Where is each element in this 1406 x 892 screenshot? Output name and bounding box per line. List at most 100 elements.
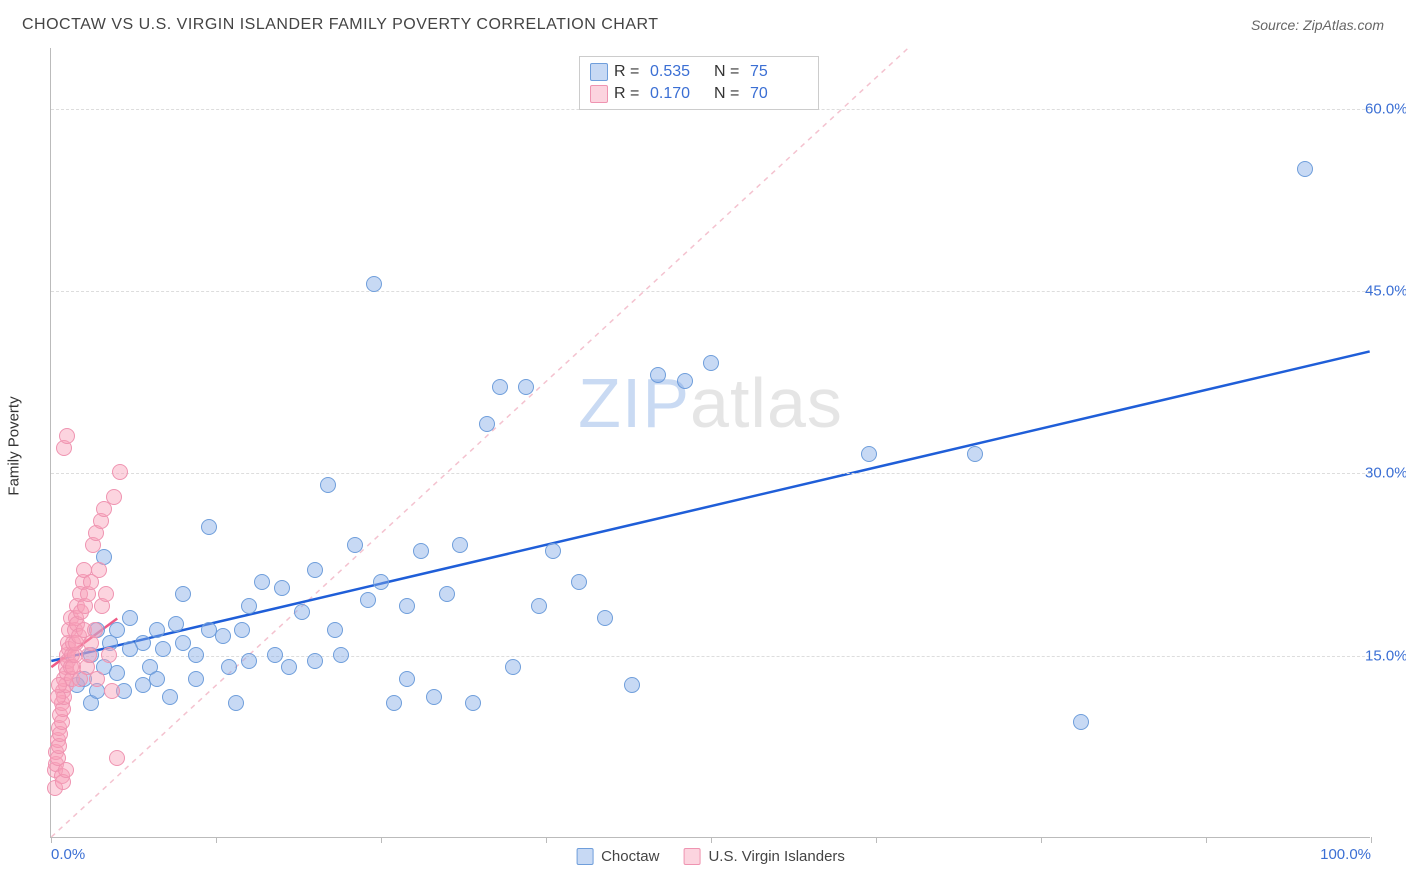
data-point [327,622,343,638]
data-point [175,635,191,651]
data-point [109,622,125,638]
data-point [366,276,382,292]
data-point [505,659,521,675]
data-point [241,653,257,669]
data-point [221,659,237,675]
stats-legend-row: R =0.170N =70 [590,83,808,105]
data-point [531,598,547,614]
y-axis-label: Family Poverty [6,396,23,495]
data-point [228,695,244,711]
x-tick [51,837,52,843]
data-point [109,750,125,766]
data-point [333,647,349,663]
data-point [545,543,561,559]
y-tick-label: 60.0% [1365,100,1406,117]
series-legend-item: U.S. Virgin Islanders [683,848,844,865]
data-point [281,659,297,675]
series-legend-label: U.S. Virgin Islanders [708,848,844,865]
data-point [58,762,74,778]
legend-swatch [590,63,608,81]
data-point [703,355,719,371]
x-tick [711,837,712,843]
scatter-plot: ZIPatlas R =0.535N =75R =0.170N =70 Choc… [50,48,1370,838]
data-point [101,647,117,663]
data-point [241,598,257,614]
legend-stat-n: 75 [750,63,808,81]
y-tick-label: 30.0% [1365,465,1406,482]
x-tick [381,837,382,843]
data-point [967,446,983,462]
data-point [624,677,640,693]
x-tick-label: 0.0% [51,846,85,863]
legend-swatch [590,85,608,103]
data-point [215,628,231,644]
data-point [267,647,283,663]
data-point [1073,714,1089,730]
data-point [234,622,250,638]
stats-legend: R =0.535N =75R =0.170N =70 [579,56,819,110]
data-point [87,622,103,638]
data-point [347,537,363,553]
legend-stat-key: R = [614,85,644,103]
legend-stat-r: 0.170 [650,85,708,103]
series-legend-label: Choctaw [601,848,659,865]
data-point [307,653,323,669]
data-point [360,592,376,608]
data-point [89,671,105,687]
x-tick [1041,837,1042,843]
data-point [188,671,204,687]
data-point [109,665,125,681]
watermark-text-a: ZIP [578,364,690,442]
data-point [518,379,534,395]
series-legend: Choctaw U.S. Virgin Islanders [576,848,845,865]
chart-title: CHOCTAW VS U.S. VIRGIN ISLANDER FAMILY P… [22,16,659,34]
legend-swatch [576,848,593,865]
data-point [59,428,75,444]
series-legend-item: Choctaw [576,848,659,865]
data-point [465,695,481,711]
x-tick [216,837,217,843]
x-tick [546,837,547,843]
data-point [168,616,184,632]
legend-stat-n: 70 [750,85,808,103]
data-point [571,574,587,590]
data-point [254,574,270,590]
y-tick-label: 15.0% [1365,647,1406,664]
watermark-text-b: atlas [690,364,843,442]
watermark: ZIPatlas [578,363,843,443]
data-point [106,489,122,505]
data-point [274,580,290,596]
y-tick-label: 45.0% [1365,283,1406,300]
x-tick [1206,837,1207,843]
data-point [413,543,429,559]
data-point [320,477,336,493]
lines-layer [51,48,1370,837]
data-point [597,610,613,626]
data-point [439,586,455,602]
data-point [386,695,402,711]
legend-stat-key: N = [714,63,744,81]
data-point [677,373,693,389]
data-point [175,586,191,602]
source-attribution: Source: ZipAtlas.com [1251,17,1384,33]
data-point [1297,161,1313,177]
data-point [112,464,128,480]
data-point [650,367,666,383]
data-point [307,562,323,578]
data-point [149,622,165,638]
legend-stat-r: 0.535 [650,63,708,81]
data-point [162,689,178,705]
legend-swatch [683,848,700,865]
data-point [122,610,138,626]
data-point [104,683,120,699]
gridline [51,291,1370,292]
data-point [155,641,171,657]
stats-legend-row: R =0.535N =75 [590,61,808,83]
data-point [98,586,114,602]
data-point [479,416,495,432]
data-point [861,446,877,462]
data-point [492,379,508,395]
gridline [51,473,1370,474]
data-point [201,519,217,535]
data-point [399,598,415,614]
